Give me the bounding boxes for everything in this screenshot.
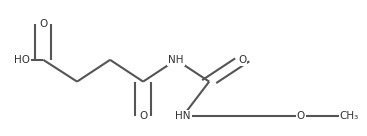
- Text: O: O: [238, 55, 246, 65]
- Text: O: O: [297, 111, 305, 121]
- Text: HO: HO: [14, 55, 30, 65]
- Text: HN: HN: [175, 111, 190, 121]
- Text: NH: NH: [168, 55, 184, 65]
- Text: CH₃: CH₃: [340, 111, 359, 121]
- Text: O: O: [139, 111, 147, 121]
- Text: O: O: [39, 19, 47, 30]
